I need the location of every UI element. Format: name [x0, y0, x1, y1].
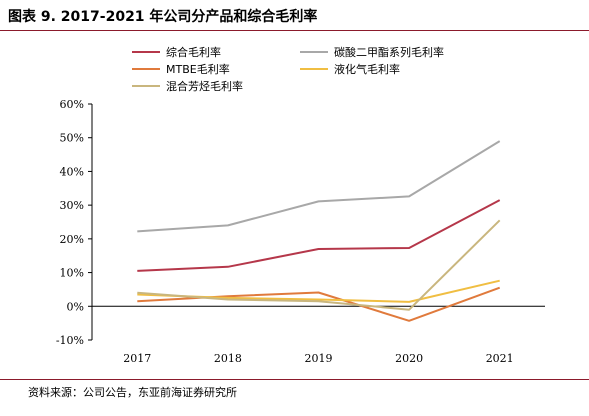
chart-title: 图表 9. 2017-2021 年公司分产品和综合毛利率: [8, 9, 318, 25]
y-tick-label: 10%: [60, 267, 84, 280]
legend-label: MTBE毛利率: [166, 62, 230, 76]
chart-axes: -10% 0% 10% 20% 30% 40% 50% 60% 2017 2018 2019 2020…: [56, 98, 545, 365]
y-tick-label: 0%: [67, 300, 84, 313]
y-tick-label: 30%: [60, 199, 84, 212]
series-line-1: [137, 199, 501, 272]
y-tick-label: 40%: [60, 165, 84, 178]
series-line-2: [137, 140, 501, 233]
y-tick-label: -10%: [56, 334, 84, 347]
legend-label: 液化气毛利率: [334, 62, 400, 76]
legend-label: 碳酸二甲酯系列毛利率: [334, 45, 444, 59]
series-line-5: [137, 219, 501, 311]
title-divider: [0, 30, 589, 31]
source-note: 资料来源：公司公告，东亚前海证券研究所: [28, 386, 237, 399]
y-tick-label: 50%: [60, 132, 84, 145]
x-tick-label: 2018: [214, 352, 242, 365]
legend-label: 综合毛利率: [166, 45, 221, 59]
legend-label: 混合芳烃毛利率: [166, 79, 243, 93]
x-tick-label: 2019: [305, 352, 333, 365]
x-tick-label: 2021: [486, 352, 514, 365]
y-tick-label: 20%: [60, 233, 84, 246]
x-tick-label: 2017: [123, 352, 151, 365]
y-tick-label: 60%: [60, 98, 84, 111]
x-tick-label: 2020: [395, 352, 423, 365]
chart-series: [137, 140, 501, 322]
source-divider: [0, 379, 589, 380]
